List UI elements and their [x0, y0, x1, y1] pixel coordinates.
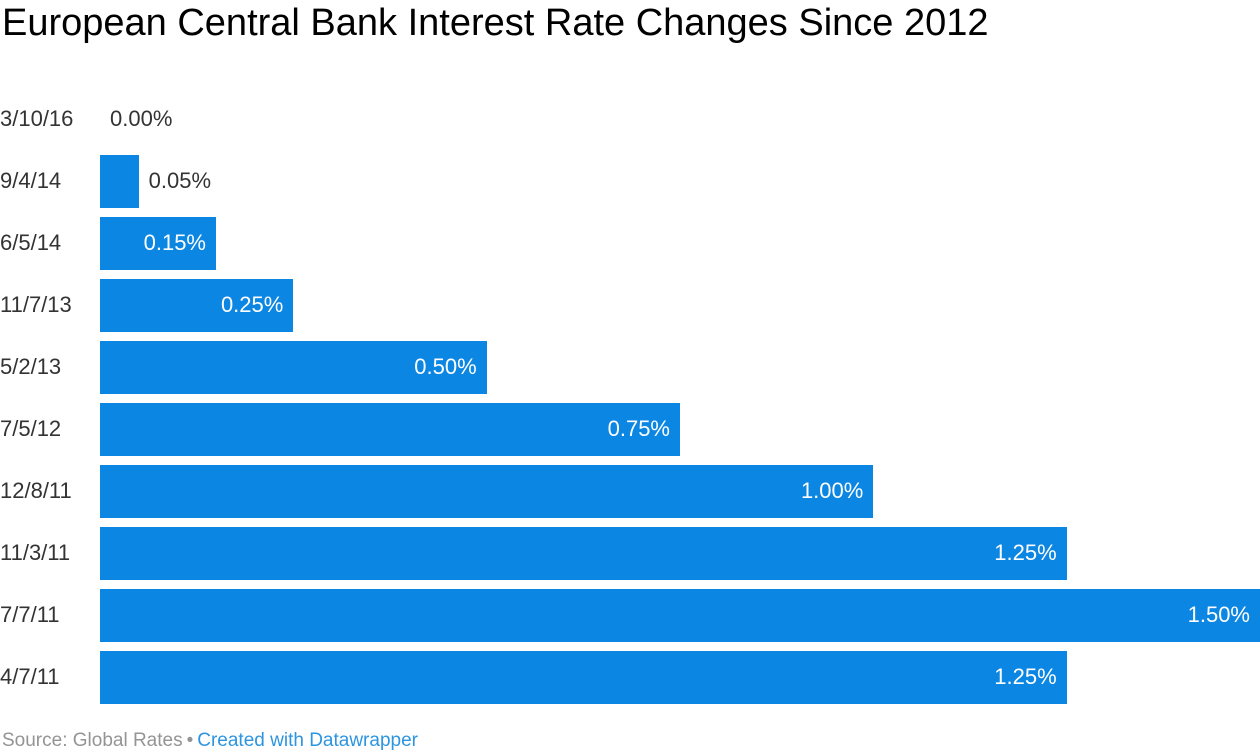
bar-area: 1.50%: [100, 584, 1260, 646]
category-label: 11/7/13: [0, 292, 72, 317]
chart-row: 12/8/11 1.00%: [0, 460, 1260, 522]
value-label: 1.25%: [994, 664, 1057, 689]
bar-area: 0.00%: [100, 88, 1260, 150]
bar: 0.15%: [100, 216, 216, 270]
category-label: 7/7/11: [0, 602, 60, 627]
bar: 0.75%: [100, 402, 680, 456]
value-label: 0.00%: [110, 106, 173, 131]
value-label: 1.50%: [1187, 602, 1250, 627]
chart-row: 11/7/13 0.25%: [0, 274, 1260, 336]
bar: 1.00%: [100, 464, 874, 518]
bar: 1.25%: [100, 526, 1067, 580]
source-label: Source: Global Rates: [2, 730, 183, 751]
category-label: 9/4/14: [0, 168, 62, 193]
bar-area: 1.25%: [100, 646, 1260, 708]
bar-area: 0.05%: [100, 150, 1260, 212]
chart-row: 7/7/11 1.50%: [0, 584, 1260, 646]
bar: [100, 154, 139, 208]
value-label: 0.05%: [148, 168, 212, 193]
bar-area: 1.00%: [100, 460, 1260, 522]
chart-row: 6/5/14 0.15%: [0, 212, 1260, 274]
category-label: 12/8/11: [0, 478, 72, 503]
footer-separator: •: [186, 730, 194, 751]
datawrapper-credit-link[interactable]: Created with Datawrapper: [197, 730, 418, 751]
category-label: 11/3/11: [0, 540, 71, 565]
category-label: 6/5/14: [0, 230, 62, 255]
category-label: 5/2/13: [0, 354, 62, 379]
bar: 1.25%: [100, 650, 1067, 704]
value-label: 0.75%: [607, 416, 670, 441]
bar-area: 0.75%: [100, 398, 1260, 460]
bar: 1.50%: [100, 588, 1260, 642]
value-label: 1.25%: [994, 540, 1057, 565]
bar-area: 1.25%: [100, 522, 1260, 584]
bar-area: 0.25%: [100, 274, 1260, 336]
value-label: 0.50%: [414, 354, 477, 379]
bar: 0.50%: [100, 340, 487, 394]
chart-row: 9/4/14 0.05%: [0, 150, 1260, 212]
bar-area: 0.50%: [100, 336, 1260, 398]
category-label: 4/7/11: [0, 664, 60, 689]
bar-chart: 3/10/16 0.00% 9/4/14 0.05% 6/5/14 0.15% 11/7/1…: [0, 88, 1260, 708]
chart-row: 4/7/11 1.25%: [0, 646, 1260, 708]
value-label: 0.25%: [220, 292, 284, 317]
chart-footer: Source: Global Rates • Created with Datawr…: [2, 730, 418, 752]
chart-row: 3/10/16 0.00%: [0, 88, 1260, 150]
category-label: 3/10/16: [0, 106, 74, 131]
chart-row: 7/5/12 0.75%: [0, 398, 1260, 460]
bar: 0.25%: [100, 278, 294, 332]
value-label: 0.15%: [143, 230, 206, 255]
category-label: 7/5/12: [0, 416, 62, 441]
bar-area: 0.15%: [100, 212, 1260, 274]
chart-row: 11/3/11 1.25%: [0, 522, 1260, 584]
page-title: European Central Bank Interest Rate Chan…: [2, 2, 989, 44]
chart-row: 5/2/13 0.50%: [0, 336, 1260, 398]
value-label: 1.00%: [800, 478, 864, 503]
